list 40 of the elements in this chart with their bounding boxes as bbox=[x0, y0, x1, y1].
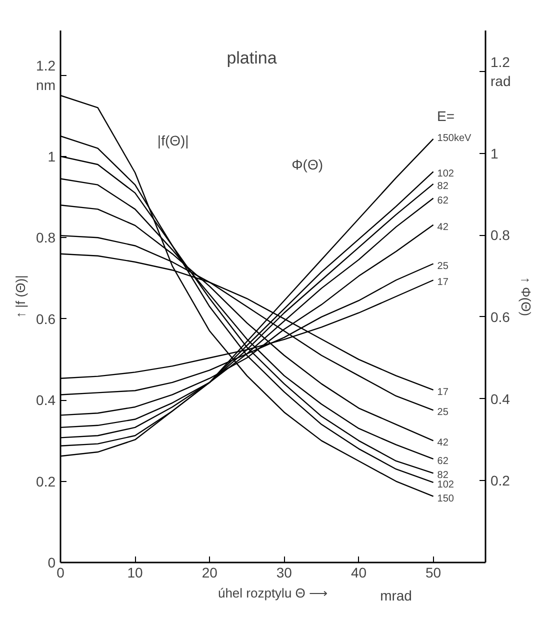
series-label: 102 bbox=[437, 168, 454, 180]
series-label: 25 bbox=[437, 407, 449, 418]
y-tick-label: 0 bbox=[48, 554, 56, 570]
series-label: 82 bbox=[437, 180, 449, 192]
series-label: 150keV bbox=[437, 132, 472, 144]
series-label: 42 bbox=[437, 222, 449, 233]
y-tick-label: 1 bbox=[48, 148, 56, 164]
annotation: E= bbox=[437, 108, 455, 124]
x-tick-label: 20 bbox=[202, 564, 218, 580]
x-tick-label: 10 bbox=[127, 564, 144, 580]
x-axis-title: úhel rozptylu Θ ⟶ bbox=[218, 586, 328, 600]
y-axis-title: ↑ |f (Θ)| bbox=[13, 275, 28, 318]
y-tick-label: 0.6 bbox=[36, 310, 56, 327]
y-tick-label: 0.2 bbox=[36, 473, 56, 490]
annotation: |f(Θ)| bbox=[157, 132, 189, 148]
y2-tick-label: 1.2 rad bbox=[490, 54, 511, 90]
series-label: 150 bbox=[437, 493, 454, 504]
series-label: 17 bbox=[437, 386, 449, 398]
series-label: 42 bbox=[437, 438, 449, 449]
y2-axis-title: ↑ Φ(Θ) bbox=[518, 276, 534, 316]
y-tick-label: 0.8 bbox=[36, 230, 56, 246]
series-label: 62 bbox=[437, 456, 449, 467]
annotation: Φ(Θ) bbox=[292, 156, 324, 173]
x-tick-label: 30 bbox=[276, 564, 292, 580]
series-label: 102 bbox=[437, 479, 454, 490]
text: platina bbox=[226, 48, 278, 68]
x-tick-label: 50 bbox=[426, 564, 442, 580]
y2-tick-label: 0.8 bbox=[490, 227, 510, 244]
text: mrad bbox=[380, 588, 412, 604]
y2-tick-label: 0.6 bbox=[490, 308, 510, 325]
series-label: 82 bbox=[437, 470, 449, 482]
series-label: 62 bbox=[437, 195, 449, 206]
y2-tick-label: 0.4 bbox=[490, 390, 510, 407]
series-label: 25 bbox=[437, 260, 449, 272]
y2-tick-label: 1 bbox=[490, 145, 498, 162]
series-label: 17 bbox=[437, 277, 449, 288]
x-tick-label: 40 bbox=[350, 564, 367, 580]
y-tick-label: 0.4 bbox=[36, 392, 56, 408]
y2-tick-label: 0.2 bbox=[490, 472, 510, 489]
y-tick-label: 1.2 nm bbox=[36, 58, 56, 93]
